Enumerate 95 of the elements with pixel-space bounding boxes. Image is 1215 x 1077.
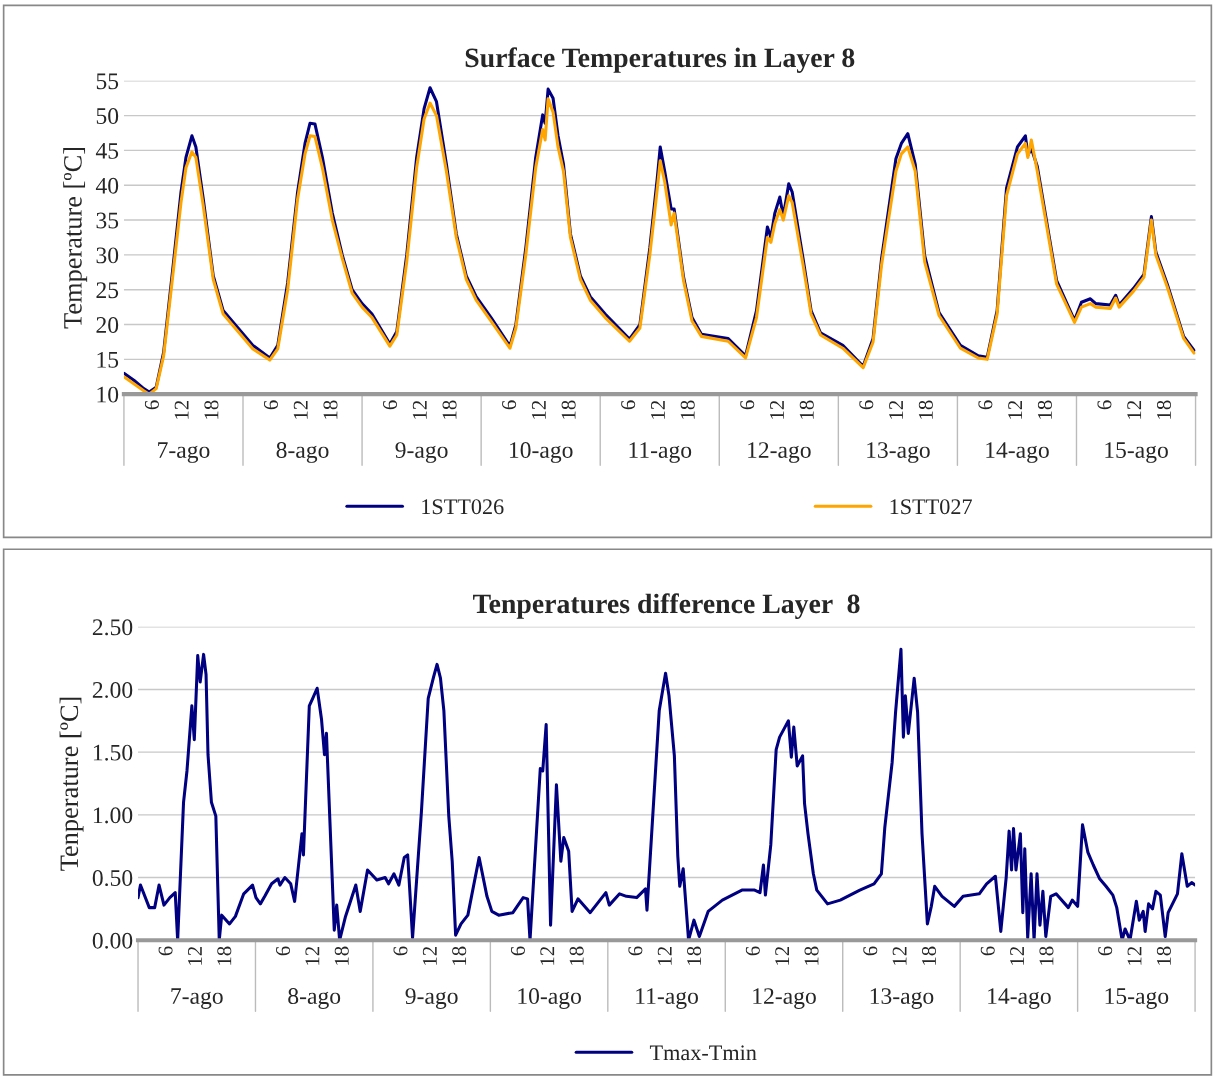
y-tick-label: 20	[96, 317, 119, 333]
x-tick-label: 6	[510, 946, 525, 956]
y-tick-label: 10	[97, 386, 119, 403]
x-tick-label: 12	[540, 946, 555, 965]
y-tick-label: 55	[96, 73, 119, 90]
x-tick-label: 6	[978, 400, 993, 410]
x-tick-label: 12	[657, 946, 672, 965]
x-tick-label: 18	[918, 400, 933, 419]
text: 12-ago	[753, 988, 816, 1009]
x-tick-label: 18	[799, 400, 814, 419]
text: 13-ago	[867, 442, 930, 463]
x-tick-label: 18	[217, 946, 232, 965]
x-tick-label: 6	[859, 400, 874, 410]
x-tick-label: 6	[263, 400, 278, 410]
x-tick-label: 12	[892, 946, 907, 965]
y-tick-label: 2.50	[92, 619, 133, 636]
text: 13-ago	[870, 988, 934, 1009]
x-tick-label: 18	[561, 400, 576, 419]
y-tick-label: 30	[96, 247, 119, 264]
y-tick-label: 1.00	[93, 807, 133, 824]
x-tick-label: 12	[770, 400, 784, 419]
text: 7-ago	[158, 442, 210, 463]
x-tick-label: 6	[740, 400, 755, 410]
x-tick-label: 12	[531, 400, 546, 419]
chart-title: Tenperatures difference Layer 8	[473, 593, 860, 619]
x-tick-label: 12	[1010, 946, 1024, 965]
x-tick-label: 18	[1037, 400, 1052, 419]
text: 10-ago	[509, 442, 573, 463]
y-tick-label: 1.50	[93, 744, 133, 761]
x-tick-label: 18	[1039, 946, 1054, 965]
x-tick-label: 6	[393, 946, 408, 956]
text: 15-ago	[1105, 442, 1168, 463]
x-tick-label: 18	[1156, 400, 1172, 419]
text: 15-ago	[1105, 988, 1169, 1009]
text: 7-ago	[171, 988, 223, 1009]
x-tick-label: 6	[745, 946, 760, 956]
x-tick-label: 18	[1156, 946, 1171, 965]
x-tick-label: 12	[412, 400, 427, 419]
text: 14-ago	[988, 988, 1051, 1009]
y-tick-label: 25	[96, 282, 119, 299]
x-tick-label: 18	[452, 946, 467, 965]
x-tick-label: 6	[276, 946, 291, 956]
x-tick-label: 6	[863, 946, 878, 956]
x-tick-label: 12	[422, 946, 437, 965]
text: 9-ago	[395, 442, 448, 463]
x-tick-label: 18	[804, 946, 819, 965]
x-tick-label: 12	[174, 400, 189, 419]
chart-title: Surface Temperatures in Layer 8	[465, 47, 855, 73]
x-tick-label: 6	[1098, 946, 1113, 956]
x-tick-label: 18	[334, 946, 349, 965]
y-tick-label: 45	[95, 143, 119, 159]
x-tick-label: 18	[569, 946, 584, 965]
x-tick-label: 12	[1008, 400, 1022, 419]
x-tick-label: 6	[1097, 400, 1112, 410]
legend-label: 1STT026	[422, 499, 504, 515]
text: 11-ago	[629, 442, 692, 463]
x-tick-label: 6	[621, 400, 636, 410]
legend-label: 1STT027	[890, 499, 972, 515]
x-tick-label: 18	[442, 400, 457, 419]
y-tick-label: 2.00	[92, 681, 133, 699]
x-tick-label: 12	[187, 946, 202, 965]
x-tick-label: 12	[305, 946, 320, 965]
legend-label: Tmax-Tmin	[649, 1045, 757, 1061]
y-tick-label: 40	[95, 177, 119, 194]
y-tick-label: 35	[96, 212, 119, 229]
y-tick-label: 15	[97, 351, 119, 368]
x-tick-label: 12	[293, 400, 308, 419]
y-tick-label: 0.00	[92, 932, 133, 949]
text: 8-ago	[288, 988, 341, 1009]
x-tick-label: 6	[383, 400, 398, 410]
x-tick-label: 6	[628, 946, 643, 956]
x-tick-label: 12	[889, 400, 903, 419]
x-tick-label: 18	[204, 400, 219, 419]
y-tick-label: 0.50	[92, 870, 133, 887]
x-tick-label: 18	[921, 946, 937, 965]
text: 12-ago	[748, 442, 811, 463]
y-axis-title: Tenperature [ºC]	[59, 697, 84, 871]
x-tick-label: 6	[144, 400, 159, 410]
text: 11-ago	[636, 988, 698, 1009]
text: 14-ago	[986, 442, 1049, 463]
x-tick-label: 18	[323, 400, 338, 419]
x-tick-label: 12	[1127, 946, 1142, 965]
x-tick-label: 12	[775, 946, 790, 965]
x-tick-label: 12	[1127, 400, 1142, 419]
text: 10-ago	[518, 988, 581, 1009]
x-tick-label: 6	[502, 400, 517, 410]
y-tick-label: 50	[96, 108, 119, 125]
text: 8-ago	[276, 442, 329, 463]
text: 9-ago	[405, 988, 458, 1009]
x-tick-label: 18	[680, 400, 695, 419]
x-tick-label: 6	[980, 946, 995, 956]
x-tick-label: 6	[158, 946, 173, 956]
x-tick-label: 18	[687, 946, 702, 965]
x-tick-label: 12	[650, 400, 665, 419]
y-axis-title: Temperature [ºC]	[63, 147, 88, 329]
